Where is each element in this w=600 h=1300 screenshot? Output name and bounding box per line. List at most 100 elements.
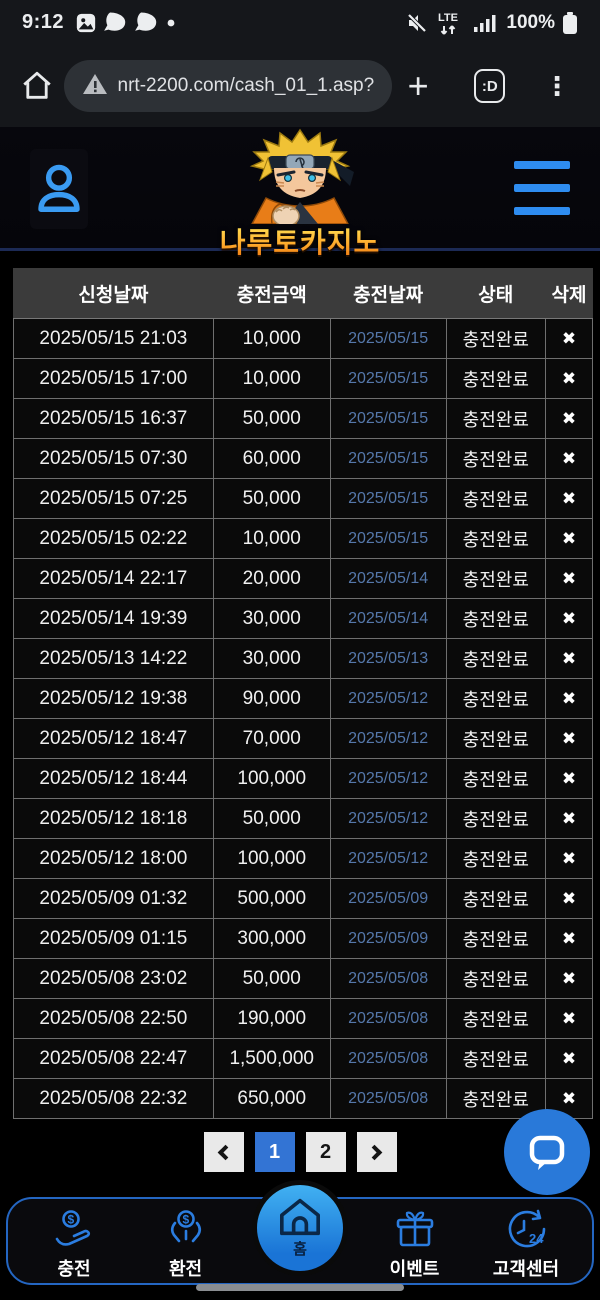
site-logo-text: 나루토카지노 xyxy=(205,221,395,261)
delete-button[interactable]: ✖ xyxy=(545,958,593,999)
prev-page-button[interactable] xyxy=(203,1132,244,1172)
table-row: 2025/05/09 01:15 300,000 2025/05/09 충전완료… xyxy=(13,918,593,959)
request-date-cell: 2025/05/12 18:44 xyxy=(13,758,214,799)
table-row: 2025/05/12 18:44 100,000 2025/05/12 충전완료… xyxy=(13,758,593,799)
charge-date-cell: 2025/05/09 xyxy=(329,878,447,919)
status-cell: 충전완료 xyxy=(445,358,547,399)
browser-menu-button[interactable]: ⋮ xyxy=(543,71,570,101)
delete-button[interactable]: ✖ xyxy=(545,318,593,359)
delete-button[interactable]: ✖ xyxy=(545,638,593,679)
home-icon xyxy=(280,1198,320,1236)
charge-date-cell: 2025/05/13 xyxy=(329,638,447,679)
delete-button[interactable]: ✖ xyxy=(545,718,593,759)
svg-text:24: 24 xyxy=(529,1231,544,1246)
delete-button[interactable]: ✖ xyxy=(545,478,593,519)
svg-text:$: $ xyxy=(68,1213,75,1227)
amount-cell: 10,000 xyxy=(212,318,331,359)
nav-item-home[interactable]: 홈 xyxy=(252,1180,348,1276)
delete-button[interactable]: ✖ xyxy=(545,758,593,799)
menu-button[interactable] xyxy=(514,159,570,217)
android-gesture-bar[interactable] xyxy=(196,1284,404,1291)
deposit-hand-coin-icon: $ xyxy=(55,1210,91,1246)
next-page-button[interactable] xyxy=(356,1132,397,1172)
charge-date-cell: 2025/05/08 xyxy=(329,958,447,999)
nav-item-events[interactable]: 이벤트 xyxy=(363,1199,467,1283)
signal-strength-icon xyxy=(473,12,499,34)
pagination: 1 2 xyxy=(0,1132,600,1172)
delete-button[interactable]: ✖ xyxy=(545,518,593,559)
table-row: 2025/05/15 07:25 50,000 2025/05/15 충전완료 … xyxy=(13,478,593,519)
notification-dot-icon xyxy=(166,18,176,28)
delete-button[interactable]: ✖ xyxy=(545,798,593,839)
amount-cell: 10,000 xyxy=(212,358,331,399)
chat-support-button[interactable] xyxy=(504,1109,590,1195)
charge-date-cell: 2025/05/12 xyxy=(329,718,447,759)
request-date-cell: 2025/05/08 23:02 xyxy=(13,958,214,999)
status-cell: 충전완료 xyxy=(445,798,547,839)
clock-time: 9:12 xyxy=(22,11,65,33)
request-date-cell: 2025/05/15 21:03 xyxy=(13,318,214,359)
amount-cell: 50,000 xyxy=(212,478,331,519)
nav-item-support[interactable]: 24 고객센터 xyxy=(474,1199,578,1283)
delete-button[interactable]: ✖ xyxy=(545,998,593,1039)
table-row: 2025/05/14 22:17 20,000 2025/05/14 충전완료 … xyxy=(13,558,593,599)
browser-toolbar: nrt-2200.com/cash_01_1.asp? + :D ⋮ xyxy=(0,45,600,127)
delete-button[interactable]: ✖ xyxy=(545,398,593,439)
account-button[interactable] xyxy=(30,149,88,229)
delete-button[interactable]: ✖ xyxy=(545,358,593,399)
delete-button[interactable]: ✖ xyxy=(545,558,593,599)
request-date-cell: 2025/05/08 22:32 xyxy=(13,1078,214,1119)
chat-bubble-icon xyxy=(529,1135,565,1170)
request-date-cell: 2025/05/08 22:47 xyxy=(13,1038,214,1079)
delete-button[interactable]: ✖ xyxy=(545,878,593,919)
amount-cell: 1,500,000 xyxy=(212,1038,331,1079)
request-date-cell: 2025/05/15 07:30 xyxy=(13,438,214,479)
amount-cell: 50,000 xyxy=(212,398,331,439)
site-logo[interactable]: 나루토카지노 xyxy=(205,128,395,261)
amount-cell: 100,000 xyxy=(212,758,331,799)
table-header-row: 신청날짜 충전금액 충전날짜 상태 삭제 xyxy=(13,268,593,319)
screenshot-notification-icon xyxy=(75,12,97,34)
status-cell: 충전완료 xyxy=(445,958,547,999)
table-row: 2025/05/08 23:02 50,000 2025/05/08 충전완료 … xyxy=(13,958,593,999)
charge-date-cell: 2025/05/12 xyxy=(329,798,447,839)
request-date-cell: 2025/05/08 22:50 xyxy=(13,998,214,1039)
delete-button[interactable]: ✖ xyxy=(545,438,593,479)
delete-button[interactable]: ✖ xyxy=(545,598,593,639)
page-button-1[interactable]: 1 xyxy=(254,1132,295,1172)
table-row: 2025/05/09 01:32 500,000 2025/05/09 충전완료… xyxy=(13,878,593,919)
table-row: 2025/05/08 22:32 650,000 2025/05/08 충전완료… xyxy=(13,1078,593,1119)
tab-switcher-button[interactable]: :D xyxy=(474,69,506,103)
status-cell: 충전완료 xyxy=(445,638,547,679)
charge-date-cell: 2025/05/15 xyxy=(329,438,447,479)
request-date-cell: 2025/05/15 17:00 xyxy=(13,358,214,399)
amount-cell: 10,000 xyxy=(212,518,331,559)
battery-icon xyxy=(562,11,578,35)
status-cell: 충전완료 xyxy=(445,598,547,639)
request-date-cell: 2025/05/13 14:22 xyxy=(13,638,214,679)
table-row: 2025/05/12 18:00 100,000 2025/05/12 충전완료… xyxy=(13,838,593,879)
request-date-cell: 2025/05/15 16:37 xyxy=(13,398,214,439)
delete-button[interactable]: ✖ xyxy=(545,1038,593,1079)
url-text: nrt-2200.com/cash_01_1.asp? xyxy=(117,75,375,96)
nav-label: 충전 xyxy=(57,1259,91,1279)
delete-button[interactable]: ✖ xyxy=(545,918,593,959)
delete-button[interactable]: ✖ xyxy=(545,678,593,719)
new-tab-button[interactable]: + xyxy=(407,65,429,106)
svg-text:$: $ xyxy=(182,1213,189,1227)
browser-home-button[interactable] xyxy=(18,69,56,103)
battery-percent: 100% xyxy=(506,11,555,33)
exchange-hands-coin-icon: $ xyxy=(170,1210,201,1243)
chat-notification-icon xyxy=(104,12,128,34)
nav-item-withdraw[interactable]: $ 환전 xyxy=(134,1199,238,1283)
person-icon xyxy=(38,164,80,212)
amount-cell: 190,000 xyxy=(212,998,331,1039)
page-button-2[interactable]: 2 xyxy=(305,1132,346,1172)
delete-button[interactable]: ✖ xyxy=(545,838,593,879)
nav-item-deposit[interactable]: $ 충전 xyxy=(22,1199,126,1283)
gift-icon xyxy=(396,1211,433,1247)
table-row: 2025/05/08 22:50 190,000 2025/05/08 충전완료… xyxy=(13,998,593,1039)
status-cell: 충전완료 xyxy=(445,1038,547,1079)
url-bar[interactable]: nrt-2200.com/cash_01_1.asp? xyxy=(63,60,393,112)
amount-cell: 30,000 xyxy=(212,638,331,679)
